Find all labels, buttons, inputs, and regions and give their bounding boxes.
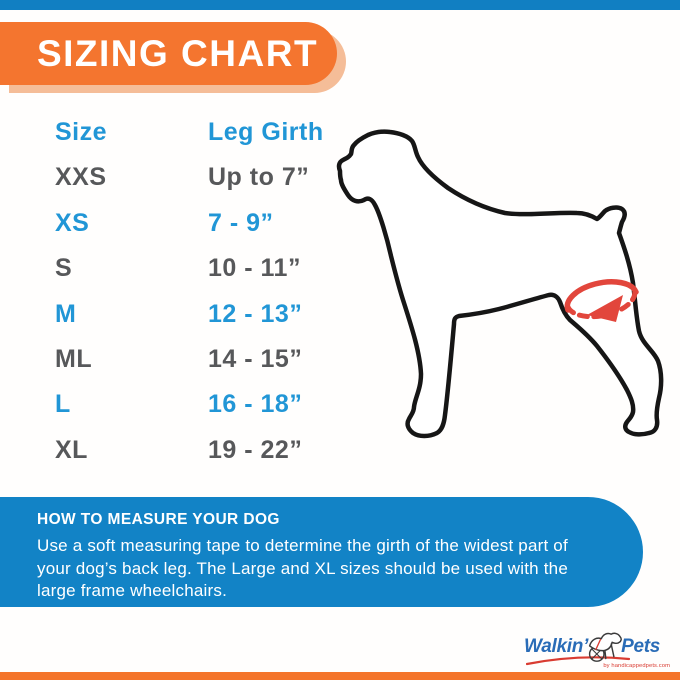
measure-text-line: Use a soft measuring tape to determine t… [37, 536, 568, 555]
dog-wheelchair-icon [588, 632, 622, 662]
measure-heading: HOW TO MEASURE YOUR DOG [37, 511, 280, 528]
girth-measure-arrow [564, 279, 639, 322]
column-header-size: Size [55, 118, 108, 146]
walkin-pets-logo: Walkin’ Pets by handicappedpets.com [524, 627, 676, 671]
how-to-measure-panel: HOW TO MEASURE YOUR DOG Use a soft measu… [0, 497, 643, 607]
girth-value: 12 - 13” [208, 299, 303, 328]
table-row: XXS Up to 7” [55, 164, 324, 209]
girth-value: 19 - 22” [208, 435, 303, 464]
girth-value: 16 - 18” [208, 390, 303, 419]
size-value: XL [55, 435, 88, 464]
girth-value: 7 - 9” [208, 208, 274, 237]
size-value: S [55, 254, 73, 283]
size-value: XXS [55, 163, 107, 192]
top-accent-bar [0, 0, 680, 10]
table-header-row: Size Leg Girth [55, 119, 324, 164]
table-row: S 10 - 11” [55, 255, 324, 300]
size-value: L [55, 390, 71, 419]
column-header-leg-girth: Leg Girth [208, 118, 324, 146]
table-row: M 12 - 13” [55, 299, 324, 346]
measure-text-line: your dog’s back leg. The Large and XL si… [37, 558, 568, 578]
table-row: ML 14 - 15” [55, 346, 324, 391]
logo-swoosh-underline [526, 656, 630, 666]
girth-value: Up to 7” [208, 163, 310, 192]
table-row: XS 7 - 9” [55, 210, 324, 255]
logo-word-pets: Pets [621, 636, 661, 657]
girth-value: 14 - 15” [208, 344, 303, 373]
size-table: Size Leg Girth XXS Up to 7” XS 7 - 9” S … [55, 119, 324, 482]
girth-value: 10 - 11” [208, 254, 301, 283]
size-value: M [55, 299, 77, 328]
logo-byline: by handicappedpets.com [603, 663, 670, 669]
size-value: XS [55, 208, 90, 237]
size-value: ML [55, 344, 93, 373]
table-row: XL 19 - 22” [55, 435, 324, 482]
dog-body-outline [336, 129, 664, 439]
dog-side-outline-illustration [336, 129, 664, 439]
page-title: SIZING CHART [0, 22, 337, 85]
table-row: L 16 - 18” [55, 391, 324, 436]
bottom-accent-bar [0, 672, 680, 680]
measure-text-line: large frame wheelchairs. [37, 581, 227, 600]
logo-word-walkin: Walkin’ [524, 636, 589, 657]
